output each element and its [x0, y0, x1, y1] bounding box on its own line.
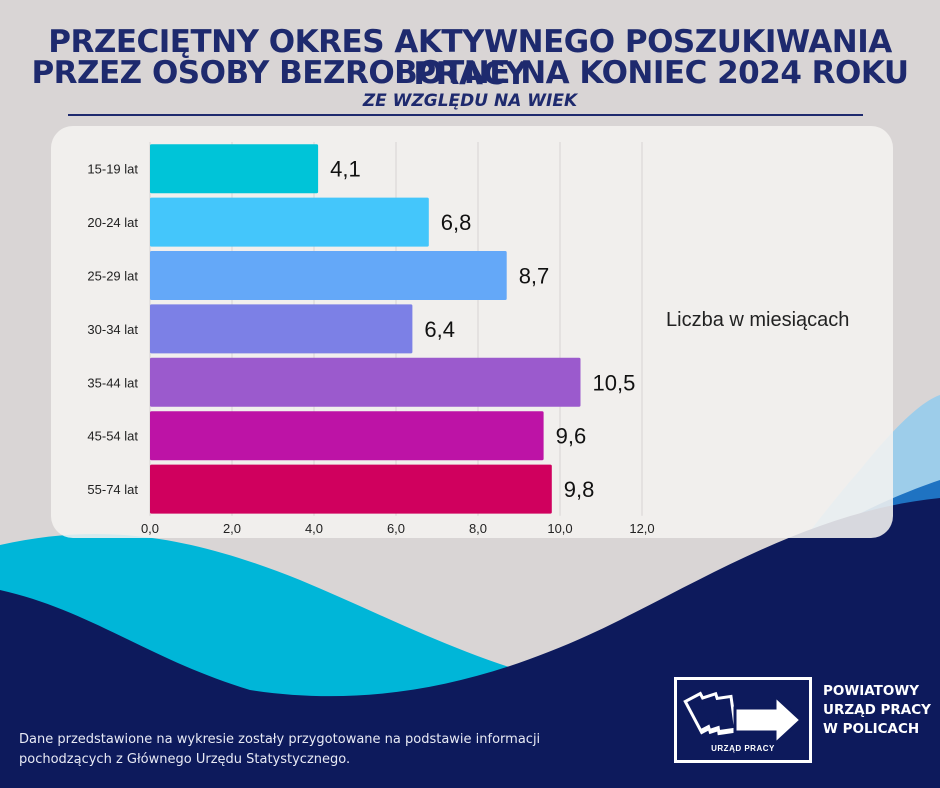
- org-line-1: POWIATOWY: [823, 683, 920, 699]
- bar: [150, 197, 429, 247]
- value-label: 9,6: [556, 424, 587, 449]
- x-tick-label: 2,0: [223, 521, 241, 536]
- x-tick-label: 8,0: [469, 521, 487, 536]
- value-label: 4,1: [330, 157, 361, 182]
- logo-arrow-icon: [683, 691, 804, 748]
- org-line-2: URZĄD PRACY: [823, 702, 931, 718]
- x-tick-label: 4,0: [305, 521, 323, 536]
- bar: [150, 357, 581, 407]
- category-label: 45-54 lat: [87, 429, 138, 444]
- organization-name: POWIATOWY URZĄD PRACY W POLICACH: [823, 682, 931, 739]
- logo-caption: URZĄD PRACY: [711, 744, 775, 753]
- value-label: 6,8: [441, 210, 472, 235]
- subtitle: ZE WZGLĘDU NA WIEK: [362, 91, 578, 111]
- unit-label: Liczba w miesiącach: [666, 309, 850, 331]
- bar: [150, 464, 552, 514]
- title-line-2: PRZEZ OSOBY BEZROBOTNE NA KONIEC 2024 RO…: [31, 55, 909, 91]
- value-label: 8,7: [519, 264, 550, 289]
- source-note: Dane przedstawione na wykresie zostały p…: [19, 730, 659, 770]
- source-note-line-2: pochodzących z Głównego Urzędu Statystyc…: [19, 752, 351, 767]
- title-divider: [68, 114, 863, 116]
- title-line-1: PRZECIĘTNY OKRES AKTYWNEGO POSZUKIWANIA …: [48, 24, 892, 92]
- value-label: 9,8: [564, 477, 595, 502]
- category-label: 35-44 lat: [87, 375, 138, 390]
- org-line-3: W POLICACH: [823, 721, 920, 737]
- bar-chart: 0,0 2,0 4,0 6,0 8,0 10,0 12,0 15-19 lat 4,1 20-24…: [87, 142, 655, 536]
- category-label: 55-74 lat: [87, 482, 138, 497]
- bar: [150, 251, 507, 300]
- x-tick-label: 0,0: [141, 521, 159, 536]
- logo: URZĄD PRACY: [674, 677, 812, 763]
- category-label: 20-24 lat: [87, 215, 138, 230]
- value-label: 6,4: [424, 317, 455, 342]
- bar: [150, 411, 544, 461]
- x-tick-label: 12,0: [629, 521, 654, 536]
- bar: [150, 144, 319, 194]
- bar: [150, 304, 413, 354]
- category-label: 15-19 lat: [87, 162, 138, 177]
- category-label: 25-29 lat: [87, 269, 138, 284]
- value-label: 10,5: [593, 370, 636, 395]
- x-tick-label: 6,0: [387, 521, 405, 536]
- category-label: 30-34 lat: [87, 322, 138, 337]
- source-note-line-1: Dane przedstawione na wykresie zostały p…: [19, 732, 541, 747]
- x-tick-label: 10,0: [547, 521, 572, 536]
